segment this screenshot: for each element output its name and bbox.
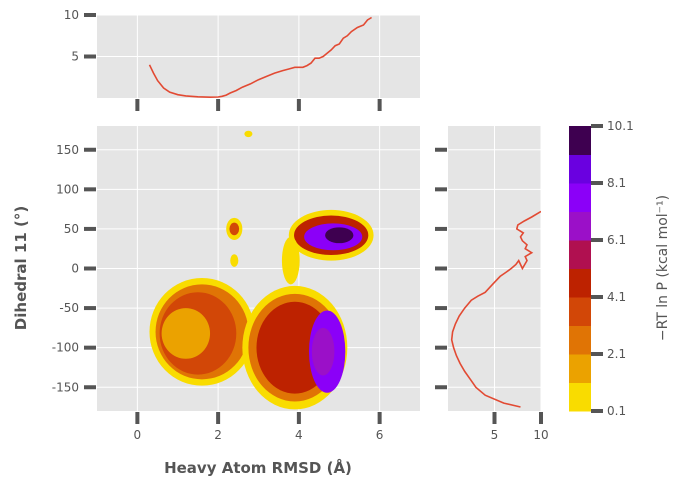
main-x-tick-label: 2 <box>214 428 222 442</box>
top-marginal-line <box>148 16 373 98</box>
right-grid <box>448 126 542 411</box>
top-y-ticks: 5 10 <box>64 8 96 64</box>
contour-region <box>229 222 240 236</box>
colorbar: 0.1 2.1 4.1 6.1 8.1 10.1 −RT ln P (kcal mol⁻¹… <box>569 119 671 418</box>
colorbar-block <box>569 354 591 383</box>
main-x-ticks: 0 2 4 6 <box>134 412 384 442</box>
contour-region <box>230 254 239 267</box>
colorbar-label: −RT ln P (kcal mol⁻¹) <box>655 195 671 341</box>
colorbar-block <box>569 240 591 269</box>
colorbar-block <box>569 325 591 355</box>
y-axis-label: Dihedral 11 (°) <box>12 206 30 330</box>
colorbar-ticks: 0.1 2.1 4.1 6.1 8.1 10.1 <box>591 119 634 418</box>
main-y-tick-label: 50 <box>64 222 79 236</box>
colorbar-block <box>569 382 591 412</box>
main-x-tick-label: 0 <box>134 428 142 442</box>
right-x-tick-label: 10 <box>533 428 548 442</box>
main-contour-panel: -150 -100 -50 0 50 100 150 0 2 4 6 Heavy Atom RMS… <box>12 126 420 477</box>
colorbar-tick-label: 0.1 <box>607 404 626 418</box>
colorbar-block <box>569 183 591 212</box>
colorbar-tick-label: 6.1 <box>607 233 626 247</box>
right-y-ticks <box>435 147 447 390</box>
right-marginal-line <box>450 210 541 408</box>
main-x-tick-label: 6 <box>376 428 384 442</box>
top-marginal-panel: 5 10 <box>64 8 420 111</box>
colorbar-tick-label: 4.1 <box>607 290 626 304</box>
main-y-tick-label: 100 <box>56 182 79 196</box>
main-y-tick-label: 0 <box>71 262 79 276</box>
contour-region <box>244 130 253 138</box>
top-y-tick-label: 5 <box>71 50 79 64</box>
x-axis-label: Heavy Atom RMSD (Å) <box>164 458 352 477</box>
colorbar-tick-label: 10.1 <box>607 119 634 133</box>
colorbar-block <box>569 126 591 155</box>
main-y-tick-label: -50 <box>59 301 79 315</box>
colorbar-tick-label: 8.1 <box>607 176 626 190</box>
main-y-tick-label: 150 <box>56 143 79 157</box>
colorbar-blocks <box>569 126 591 412</box>
contour-region <box>161 308 211 359</box>
main-x-tick-label: 4 <box>295 428 303 442</box>
right-marginal-panel: 5 10 <box>435 126 549 442</box>
right-x-ticks: 5 10 <box>491 412 549 442</box>
top-y-tick-label: 10 <box>64 8 79 22</box>
top-grid <box>97 14 420 98</box>
top-x-ticks <box>135 99 382 111</box>
colorbar-tick-label: 2.1 <box>607 347 626 361</box>
contour-region <box>281 236 300 285</box>
main-y-tick-label: -150 <box>52 380 79 394</box>
contour-regions <box>149 130 374 410</box>
colorbar-block <box>569 154 591 184</box>
colorbar-block <box>569 211 591 241</box>
main-y-ticks: -150 -100 -50 0 50 100 150 <box>52 143 96 394</box>
right-x-tick-label: 5 <box>491 428 499 442</box>
main-y-tick-label: -100 <box>52 341 79 355</box>
contour-region <box>311 327 335 376</box>
colorbar-block <box>569 297 591 326</box>
colorbar-block <box>569 268 591 298</box>
contour-region <box>325 227 354 244</box>
